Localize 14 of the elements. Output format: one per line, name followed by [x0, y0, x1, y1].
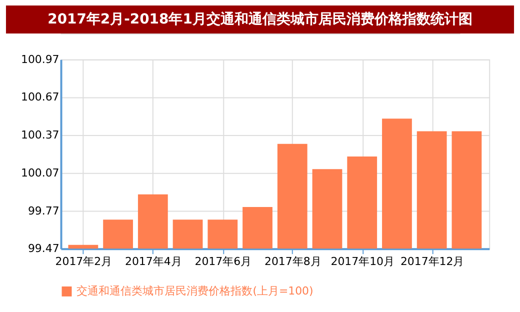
x-tick-label: 2017年8月 [264, 255, 322, 268]
y-tick-label: 100.67 [20, 90, 60, 104]
y-tick-label: 100.07 [20, 166, 60, 180]
chart-title: 2017年2月-2018年1月交通和通信类城市居民消费价格指数统计图 [48, 10, 472, 28]
x-tick-label: 2017年2月 [55, 255, 112, 268]
x-tick-label: 2017年4月 [125, 255, 182, 268]
x-tick-label: 2017年6月 [194, 255, 252, 268]
x-tick-label: 2017年12月 [400, 255, 464, 268]
y-tick-label: 100.37 [20, 128, 60, 142]
y-tick-label: 100.97 [20, 52, 60, 66]
y-tick-label: 99.47 [28, 242, 60, 256]
y-tick-label: 99.77 [28, 204, 60, 218]
legend-label: 交通和通信类城市居民消费价格指数(上月=100) [76, 284, 314, 298]
x-tick-label: 2017年10月 [330, 255, 394, 268]
